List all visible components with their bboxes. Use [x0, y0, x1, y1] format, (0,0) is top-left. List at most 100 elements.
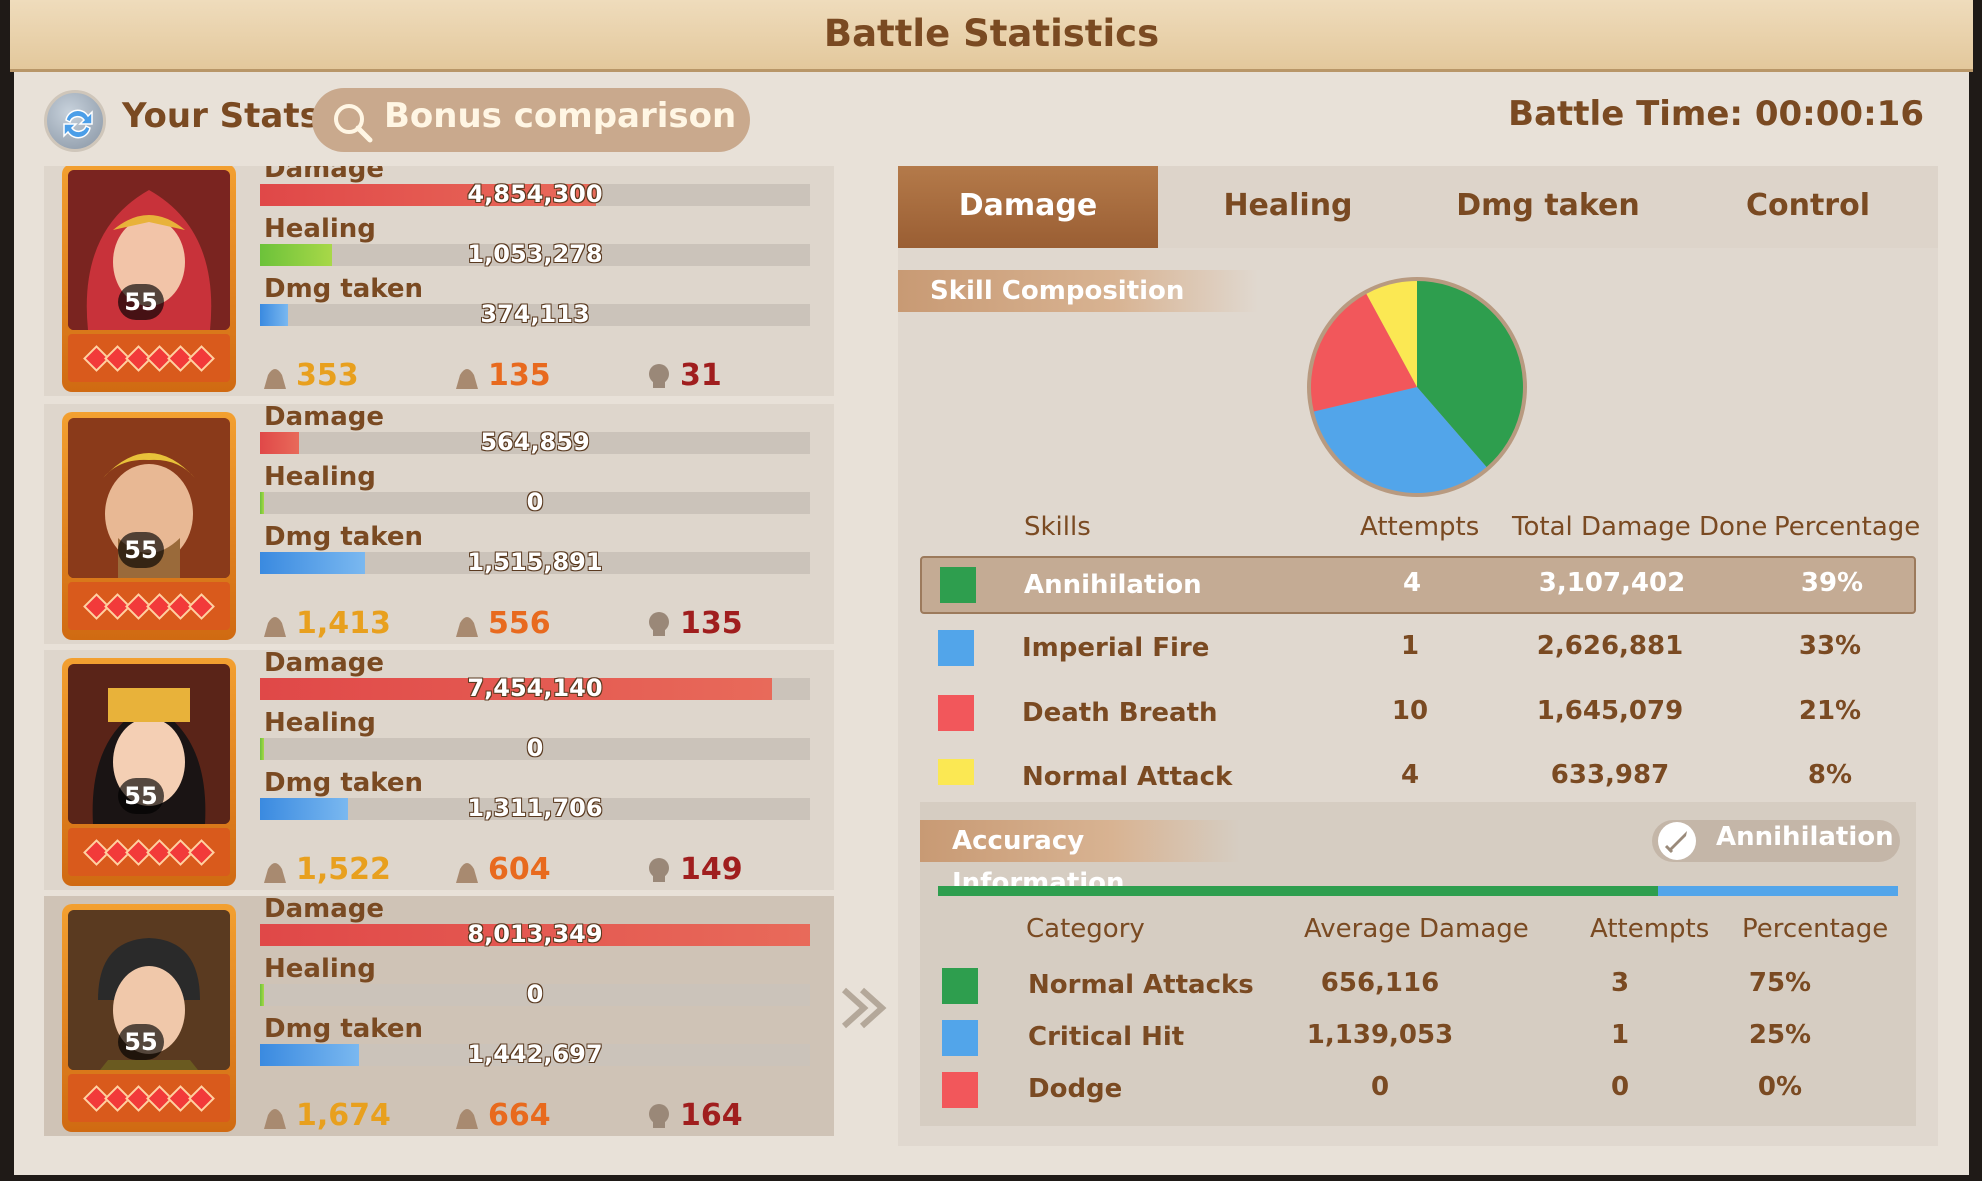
- hero-portrait[interactable]: 55: [62, 166, 236, 392]
- damage-bar: 4,854,300: [260, 180, 810, 208]
- double-chevron-right-icon: [841, 987, 887, 1029]
- damage-bar-fill: [260, 432, 299, 454]
- dmg-taken-bar: 1,311,706: [260, 794, 810, 822]
- skill-attempts: 10: [1391, 696, 1429, 726]
- switch-view-button[interactable]: [44, 90, 106, 152]
- hero-card[interactable]: 55 Damage 564,859 Healing 0 Dmg taken 1,…: [44, 402, 834, 644]
- kill-stat-a: 353: [260, 358, 359, 393]
- kill-count-b: 604: [488, 852, 551, 887]
- hero-portrait[interactable]: 55: [62, 658, 236, 886]
- kill-count-b: 135: [488, 358, 551, 393]
- healing-bar: 0: [260, 488, 810, 516]
- healing-value: 0: [526, 734, 544, 762]
- pie-slice-imperial-fire: [1313, 387, 1487, 493]
- accuracy-skill-tag[interactable]: Annihilation: [1652, 820, 1900, 862]
- damage-bar: 8,013,349: [260, 920, 810, 948]
- star-rating: [68, 828, 230, 876]
- col-percentage: Percentage: [1742, 914, 1889, 944]
- skill-pie-chart: [1307, 277, 1527, 497]
- tab-damage[interactable]: Damage: [898, 166, 1158, 248]
- skill-attempts: 1: [1400, 631, 1420, 661]
- damage-value: 7,454,140: [467, 674, 603, 702]
- battle-time: Battle Time: 00:00:16: [1508, 94, 1924, 134]
- bonus-comparison-button[interactable]: Bonus comparison: [312, 88, 750, 152]
- damage-bar: 7,454,140: [260, 674, 810, 702]
- col-total-damage: Total Damage Done: [1512, 512, 1768, 542]
- kill-count-a: 1,674: [296, 1098, 391, 1133]
- skill-composition-header: Skill Composition: [898, 270, 1258, 312]
- col-attempts: Attempts: [1360, 512, 1480, 542]
- stat-tabs: Damage Healing Dmg taken Control: [898, 166, 1938, 248]
- skull-icon: [649, 363, 669, 388]
- skill-name: Normal Attack: [1022, 762, 1233, 792]
- kill-stat-c: 164: [644, 1098, 743, 1133]
- skill-name: Death Breath: [1022, 698, 1218, 728]
- category-name: Normal Attacks: [1028, 970, 1254, 1000]
- accuracy-bar-segment: [938, 886, 1658, 896]
- healing-value: 0: [526, 488, 544, 516]
- skill-color-swatch: [938, 630, 974, 666]
- skill-percentage: 8%: [1807, 760, 1853, 790]
- kill-stat-a: 1,413: [260, 606, 391, 641]
- kill-stat-c: 31: [644, 358, 722, 393]
- damage-value: 564,859: [480, 428, 590, 456]
- col-average-damage: Average Damage: [1304, 914, 1529, 944]
- tab-dmg-taken[interactable]: Dmg taken: [1456, 188, 1640, 223]
- hero-card[interactable]: 55 Damage 7,454,140 Healing 0 Dmg taken …: [44, 648, 834, 890]
- skill-row-imperial-fire[interactable]: Imperial Fire 1 2,626,881 33%: [920, 621, 1916, 679]
- skill-row-death-breath[interactable]: Death Breath 10 1,645,079 21%: [920, 686, 1916, 744]
- damage-label: Damage: [264, 402, 385, 432]
- kill-stat-b: 135: [452, 358, 551, 393]
- category-attempts: 1: [1610, 1020, 1630, 1050]
- troop-icon: [264, 1108, 286, 1129]
- kill-stat-c: 149: [644, 852, 743, 887]
- dmg-taken-value: 1,442,697: [467, 1040, 603, 1068]
- kill-stat-b: 556: [452, 606, 551, 641]
- skill-name: Annihilation: [1024, 570, 1202, 600]
- troop-icon: [264, 616, 286, 637]
- troop-icon: [456, 1108, 478, 1129]
- skill-color-swatch: [938, 759, 974, 785]
- troop-icon: [264, 368, 286, 389]
- hero-level: 55: [118, 1024, 164, 1060]
- category-color-swatch: [942, 1020, 978, 1056]
- sword-icon: [1658, 822, 1696, 860]
- hero-portrait[interactable]: 55: [62, 412, 236, 640]
- kill-count-c: 164: [680, 1098, 743, 1133]
- kill-count-a: 353: [296, 358, 359, 393]
- skill-total: 3,107,402: [1538, 568, 1686, 598]
- dmg-taken-label: Dmg taken: [264, 522, 424, 552]
- star-rating: [68, 582, 230, 630]
- tab-control[interactable]: Control: [1745, 188, 1870, 223]
- damage-value: 4,854,300: [467, 180, 603, 208]
- healing-bar-fill: [260, 244, 332, 266]
- category-percentage: 0%: [1757, 1072, 1803, 1102]
- star-icon: [188, 344, 215, 372]
- page-title: Battle Statistics: [823, 12, 1160, 55]
- damage-bar-fill: [260, 924, 810, 946]
- bonus-comparison-label: Bonus comparison: [384, 96, 737, 136]
- category-name: Critical Hit: [1028, 1022, 1185, 1052]
- search-icon: [334, 104, 373, 143]
- skill-percentage: 39%: [1800, 568, 1864, 598]
- skill-total: 633,987: [1550, 760, 1670, 790]
- hero-list[interactable]: 55 Damage 4,854,300 Healing 1,053,278 Dm…: [44, 166, 834, 1146]
- title-bar: Battle Statistics: [10, 0, 1973, 72]
- skill-percentage: 33%: [1798, 631, 1862, 661]
- skill-row-normal-attack[interactable]: Normal Attack 4 633,987 8%: [920, 750, 1916, 802]
- healing-bar-fill: [260, 492, 264, 514]
- accuracy-bar-segment: [1658, 886, 1898, 896]
- hero-card[interactable]: 55 Damage 4,854,300 Healing 1,053,278 Dm…: [44, 166, 834, 396]
- skill-total: 1,645,079: [1536, 696, 1684, 726]
- tab-healing[interactable]: Healing: [1223, 188, 1353, 223]
- star-icon: [188, 592, 215, 620]
- kill-stat-a: 1,674: [260, 1098, 391, 1133]
- kill-stat-a: 1,522: [260, 852, 391, 887]
- kill-count-a: 1,413: [296, 606, 391, 641]
- skill-row-annihilation[interactable]: Annihilation 4 3,107,402 39%: [920, 556, 1916, 614]
- hero-card-selected[interactable]: 55 Damage 8,013,349 Healing 0 Dmg taken …: [44, 894, 834, 1136]
- hero-portrait[interactable]: 55: [62, 904, 236, 1132]
- damage-label: Damage: [264, 166, 385, 184]
- accuracy-ratio-bar: [938, 886, 1898, 896]
